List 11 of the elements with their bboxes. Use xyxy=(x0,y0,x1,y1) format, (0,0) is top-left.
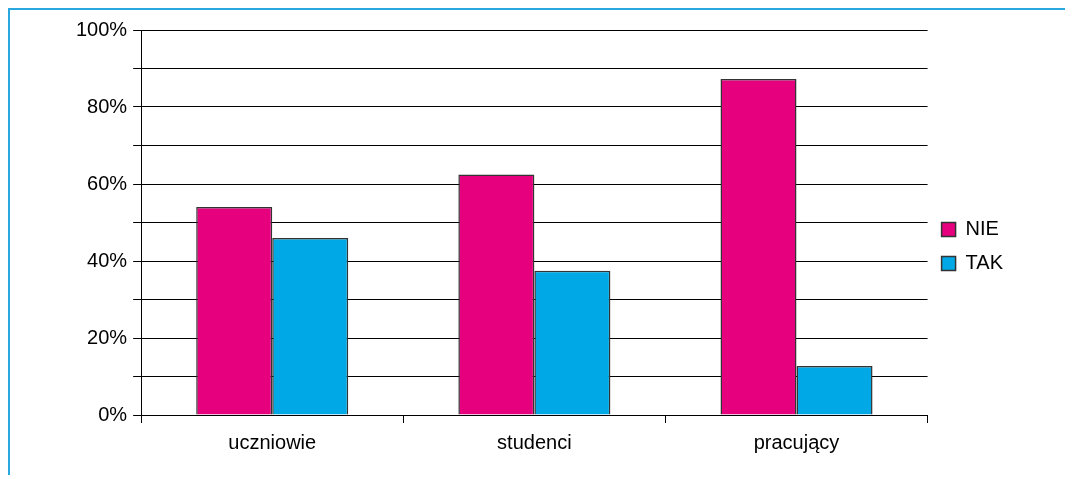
y-tick-label: 20% xyxy=(87,325,128,348)
y-tick-label: 100% xyxy=(76,17,128,40)
y-tick-label: 60% xyxy=(87,171,128,194)
y-tick-label: 80% xyxy=(87,94,128,117)
x-tick-label: pracujący xyxy=(753,430,840,453)
y-tick-label: 40% xyxy=(87,248,128,271)
x-tick-label: uczniowie xyxy=(228,430,317,453)
legend-label: TAK xyxy=(965,251,1004,274)
x-tick-label: studenci xyxy=(497,430,572,453)
y-tick-label: 0% xyxy=(98,402,128,425)
legend-label: NIE xyxy=(965,217,999,240)
